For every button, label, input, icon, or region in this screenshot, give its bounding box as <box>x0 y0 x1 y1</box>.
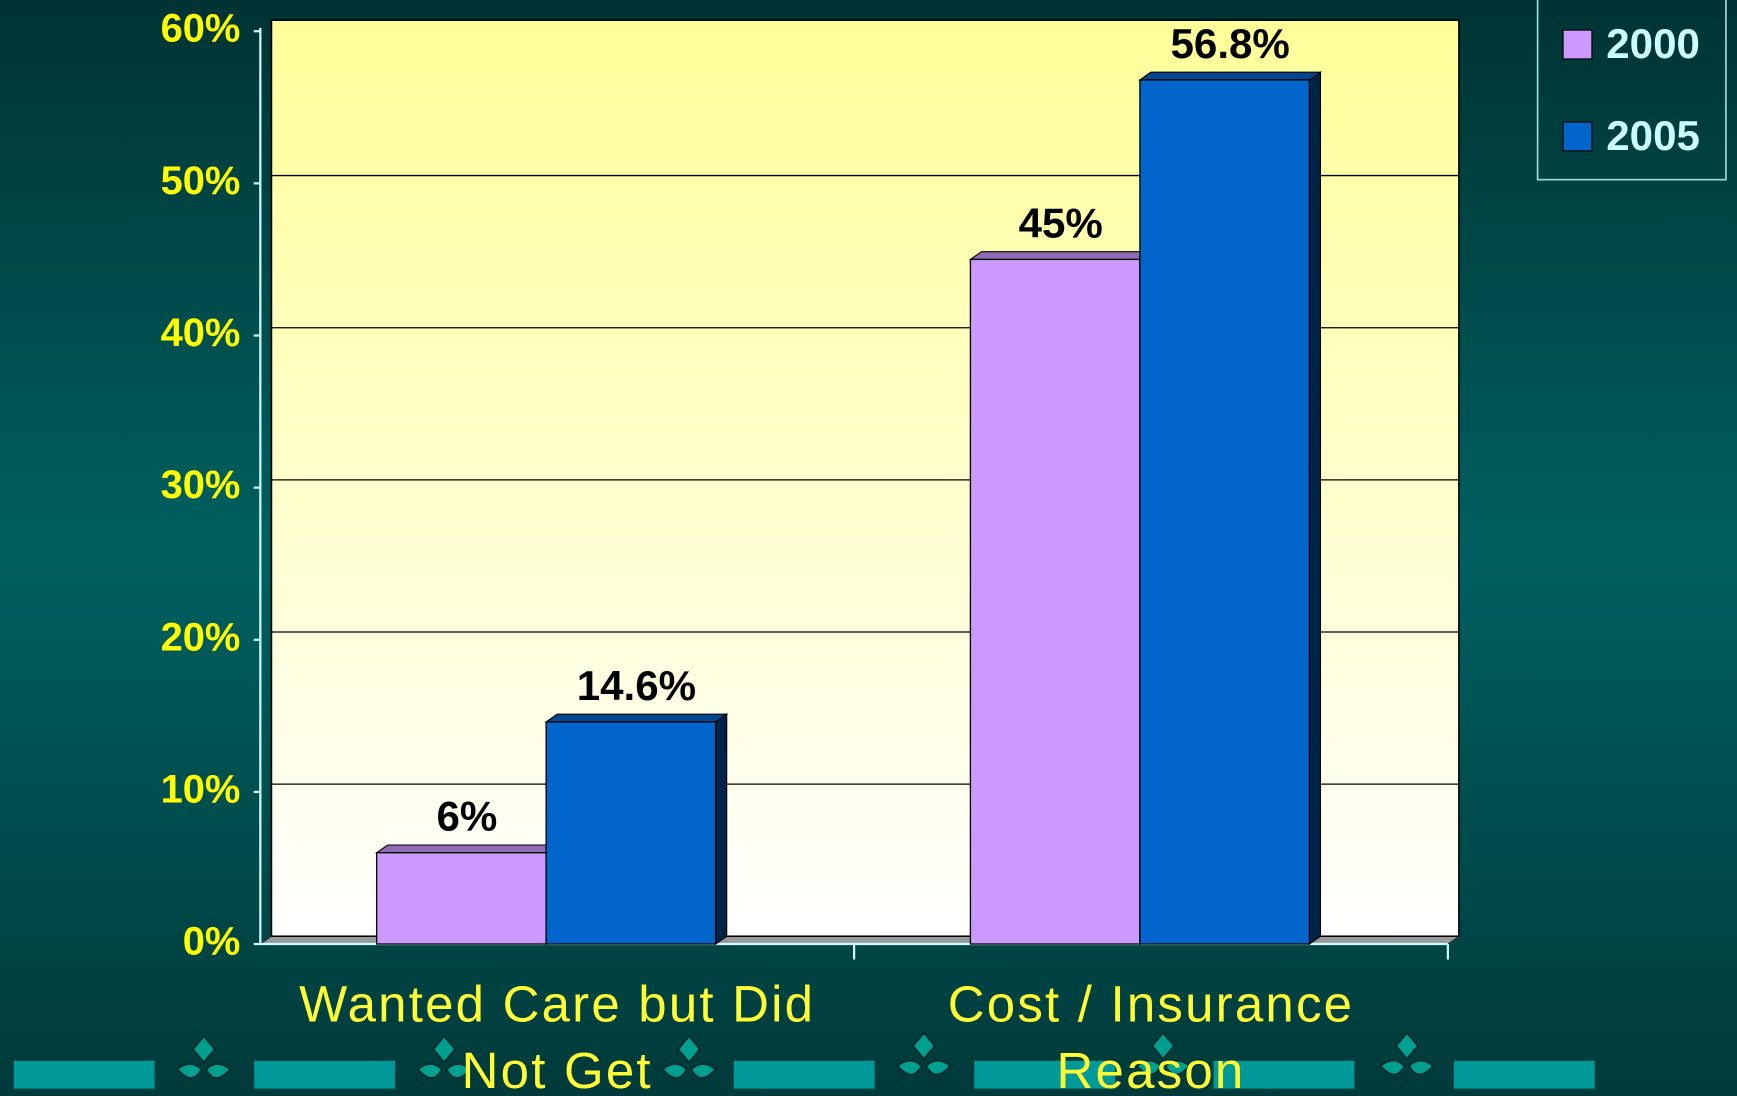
bar <box>970 259 1139 944</box>
bar-top <box>377 845 558 853</box>
x-tick-label-box: Cost / Insurance Reason <box>852 971 1450 1096</box>
bar-side <box>716 714 727 944</box>
y-tick-label: 30% <box>161 463 241 507</box>
x-tick-label: Cost / Insurance Reason <box>852 971 1450 1096</box>
data-label: 56.8% <box>1171 20 1290 67</box>
bar <box>1140 80 1309 944</box>
bar-top <box>546 714 727 722</box>
y-tick-label: 50% <box>161 159 241 203</box>
legend-label: 2005 <box>1606 112 1700 159</box>
bar-top <box>1140 72 1321 80</box>
bar <box>546 722 715 944</box>
data-label: 6% <box>437 793 498 840</box>
x-tick-label: Wanted Care but Did Not Get <box>258 971 856 1096</box>
y-tick-label: 20% <box>161 615 241 659</box>
data-label: 14.6% <box>577 662 696 709</box>
bar <box>377 853 546 944</box>
data-label: 45% <box>1019 199 1103 246</box>
bar-top <box>970 252 1151 260</box>
bar-side <box>1309 72 1320 944</box>
legend-label: 2000 <box>1606 20 1700 67</box>
y-tick-label: 40% <box>161 311 241 355</box>
y-tick-label: 10% <box>161 767 241 811</box>
chart: 0% 10% 20% 30% 40% 50% 60% Wanted Care but Did … <box>0 0 1737 1096</box>
x-tick-label-box: Wanted Care but Did Not Get <box>258 971 856 1096</box>
page: {"chart_data": {"type": "bar", "categori… <box>0 0 1737 1096</box>
legend-swatch <box>1563 30 1592 59</box>
legend-swatch <box>1563 122 1592 151</box>
y-tick-label: 0% <box>183 920 241 964</box>
y-tick-label: 60% <box>161 7 241 51</box>
